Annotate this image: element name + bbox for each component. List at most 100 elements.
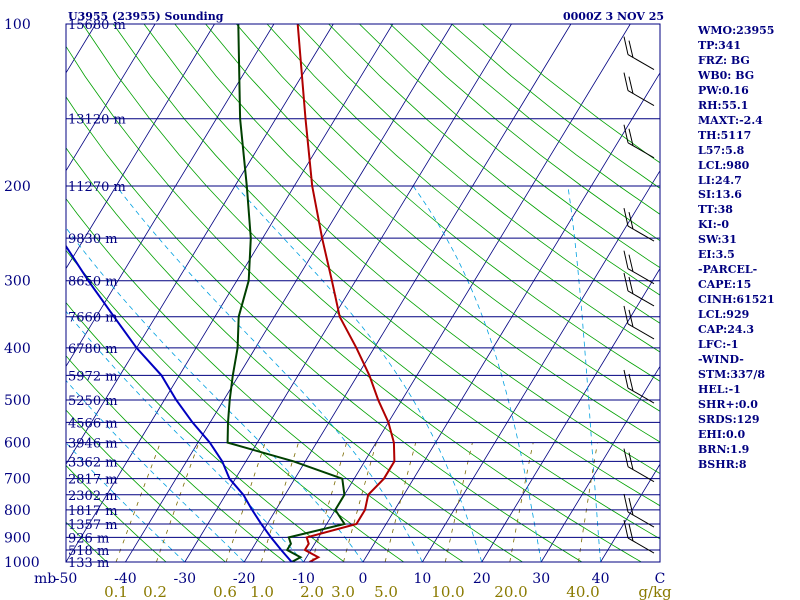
sounding-profiles <box>66 24 396 562</box>
temperature-tick-label: -40 <box>114 571 137 587</box>
wind-barb <box>623 250 655 285</box>
moist-adiabat-line <box>66 442 186 562</box>
height-label: 8650 m <box>68 275 118 290</box>
pressure-tick-label: 900 <box>4 530 31 546</box>
isotherm-line <box>422 169 660 562</box>
temperature-tick-label: -30 <box>174 571 197 587</box>
index-item: RH:55.1 <box>698 98 749 112</box>
index-item: LFC:-1 <box>698 338 739 352</box>
height-label: 5250 m <box>68 394 118 409</box>
height-label: 1357 m <box>68 518 118 533</box>
parcel-profile-line <box>66 244 293 562</box>
index-item: MAXT:-2.4 <box>698 113 763 127</box>
wind-barb-flag <box>623 305 629 325</box>
wind-barb <box>623 207 655 242</box>
index-item: HEL:-1 <box>698 382 741 396</box>
mixing-ratio-label: 20.0 <box>494 583 527 600</box>
wind-barb-flag <box>628 523 634 542</box>
wind-barb-flag <box>628 373 634 392</box>
height-label: 15680 m <box>68 18 126 33</box>
wind-barb-staff <box>627 387 655 404</box>
moist-adiabat-line <box>115 185 423 562</box>
temperature-tick-label: 10 <box>413 571 431 587</box>
wind-barb-flag <box>623 272 629 292</box>
index-item: SW:31 <box>698 233 737 247</box>
temperature-tick-label: 0 <box>359 571 368 587</box>
isotherm-line <box>66 24 215 270</box>
pressure-axis-unit: mb <box>34 571 56 587</box>
wind-barb-flag <box>628 128 634 146</box>
chart-title: U3955 (23955) Sounding <box>68 10 224 23</box>
wind-barb <box>623 72 655 107</box>
wind-barb-staff <box>627 511 655 528</box>
mixing-ratio-label: 2.0 <box>300 583 324 600</box>
plot-frame <box>65 23 661 563</box>
mixing-ratio-label: 0.6 <box>213 583 237 600</box>
height-label: 926 m <box>68 531 109 546</box>
dry-adiabat-line <box>66 45 642 562</box>
wind-barb-flag <box>623 207 629 227</box>
dewpoint-profile-line <box>226 24 347 562</box>
wind-barb-flag <box>623 493 629 513</box>
dry-adiabat-line <box>66 302 345 562</box>
index-item: TH:5117 <box>698 128 752 142</box>
wind-barb-staff <box>627 323 655 340</box>
wind-barb-flag <box>628 254 634 272</box>
wind-barb-flag <box>628 309 634 328</box>
temperature-tick-label: -50 <box>55 571 78 587</box>
index-item: L57:5.8 <box>698 143 745 157</box>
height-label: 3362 m <box>68 455 118 470</box>
height-label: 1817 m <box>68 504 118 519</box>
isotherm-line <box>540 365 660 562</box>
wind-barb <box>623 305 655 340</box>
wind-barb-flag <box>628 76 634 94</box>
mixing-ratio-line <box>384 442 417 562</box>
temperature-tick-label: 30 <box>532 571 550 587</box>
index-item: SRDS:129 <box>698 412 760 426</box>
wind-barb <box>623 448 655 483</box>
height-label: 2817 m <box>68 473 118 488</box>
mixing-ratio-label: 5.0 <box>374 583 398 600</box>
wind-barb-flag <box>623 250 629 269</box>
index-item: CINH:61521 <box>698 293 775 307</box>
index-item: LCL:980 <box>698 158 750 172</box>
index-item: TT:38 <box>698 203 733 217</box>
mixing-ratio-label: 0.2 <box>143 583 167 600</box>
mixing-ratio-line <box>311 442 347 562</box>
temperature-tick-label: 40 <box>592 571 610 587</box>
wind-barb-flag <box>623 369 629 389</box>
mixing-ratio-label: 3.0 <box>331 583 355 600</box>
moist-adiabat-line <box>235 185 483 562</box>
dry-adiabat-line <box>82 24 660 540</box>
index-item: EI:3.5 <box>698 248 735 262</box>
wind-barb-staff <box>627 142 655 159</box>
temperature-tick-label: -20 <box>233 571 256 587</box>
wind-barb-flag <box>623 448 629 467</box>
index-item: WMO:23955 <box>698 24 775 37</box>
background-grid <box>66 24 660 562</box>
height-label: 9830 m <box>68 232 118 247</box>
height-label: 7660 m <box>68 311 118 326</box>
index-item: LCL:929 <box>698 308 750 322</box>
isotherm-line <box>303 24 631 562</box>
index-item: BRN:1.9 <box>698 442 750 456</box>
height-label: 5972 m <box>68 369 118 384</box>
pressure-tick-label: 600 <box>4 436 31 452</box>
mixing-ratio-label: 40.0 <box>566 583 599 600</box>
wind-barb-staff <box>627 537 655 554</box>
height-label: 2302 m <box>68 489 118 504</box>
isotherm-line <box>481 267 660 562</box>
wind-barbs <box>623 36 655 554</box>
mixing-ratio-label: 10.0 <box>431 583 464 600</box>
isotherm-line <box>600 463 660 562</box>
wind-barb-staff <box>627 290 655 307</box>
index-item: FRZ: BG <box>698 53 750 67</box>
wind-barb-flag <box>623 36 629 55</box>
temperature-profile-line <box>296 24 396 562</box>
index-item: STM:337/8 <box>698 367 765 381</box>
index-item: -PARCEL- <box>698 263 758 277</box>
dry-adiabat-line <box>112 24 660 507</box>
index-item: TP:341 <box>698 38 742 52</box>
isotherm-line <box>362 72 660 562</box>
